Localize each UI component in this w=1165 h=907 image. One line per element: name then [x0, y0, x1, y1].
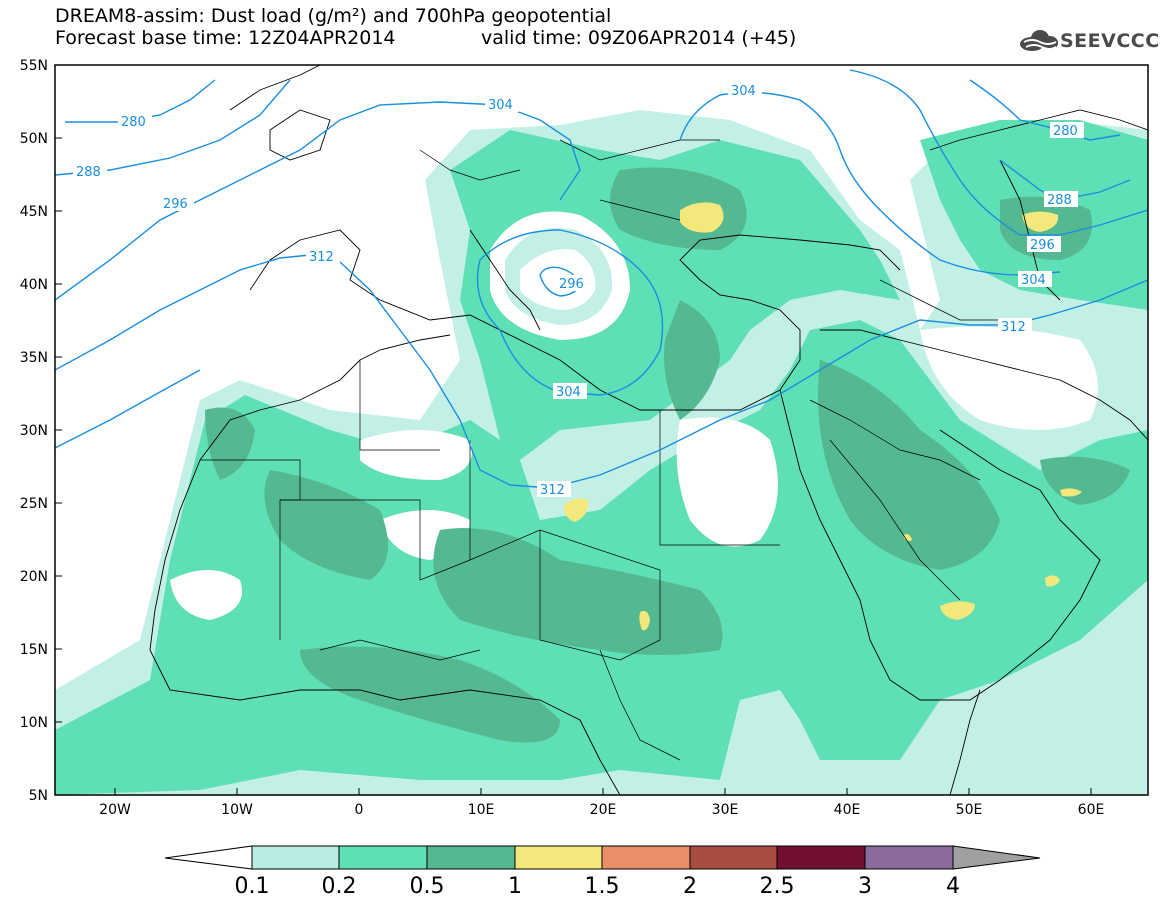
- contour-label: 304: [556, 385, 581, 400]
- colorbar-label: 1.5: [585, 874, 620, 899]
- contour-label: 296: [1030, 238, 1055, 253]
- contour-label: 312: [1001, 320, 1026, 335]
- lon-label: 10E: [468, 802, 495, 818]
- colorbar-bin: [689, 845, 778, 870]
- lat-ticks: [55, 64, 62, 796]
- colorbar-bin: [338, 845, 428, 870]
- lat-labels: 55N 50N 45N 40N 35N 30N 25N 20N 15N 10N …: [20, 58, 48, 804]
- lon-label: 20W: [99, 802, 131, 818]
- colorbar-label: 0.2: [322, 874, 357, 899]
- lat-label: 20N: [20, 569, 48, 585]
- lat-label: 40N: [20, 277, 48, 293]
- lat-label: 45N: [20, 204, 48, 220]
- lon-label: 40E: [834, 802, 861, 818]
- lat-label: 30N: [20, 423, 48, 439]
- contour-label: 304: [488, 98, 513, 113]
- lon-labels: 20W 10W 0 10E 20E 30E 40E 50E 60E: [99, 802, 1104, 818]
- lat-label: 35N: [20, 350, 48, 366]
- colorbar-label: 2.5: [760, 874, 795, 899]
- contour-label: 288: [1047, 193, 1072, 208]
- valid-time: valid time: 09Z06APR2014 (+45): [481, 27, 797, 49]
- contour-label: 296: [163, 197, 188, 212]
- colorbar: 0.1 0.2 0.5 1 1.5 2 2.5 3 4: [164, 845, 1041, 899]
- colorbar-bin: [426, 845, 516, 870]
- contour-label: 280: [1053, 124, 1078, 139]
- colorbar-label: 3: [858, 874, 872, 899]
- lon-label: 30E: [712, 802, 739, 818]
- colorbar-bin: [601, 845, 691, 870]
- lon-ticks: [114, 788, 1092, 795]
- country-borders: [200, 139, 1000, 761]
- colorbar-high-arrow: [952, 845, 1041, 870]
- lat-label: 50N: [20, 131, 48, 147]
- colorbar-bin: [864, 845, 954, 870]
- contour-label: 304: [731, 84, 756, 99]
- dust-shading: [55, 110, 1148, 795]
- colorbar-label: 0.5: [410, 874, 445, 899]
- contour-label: 288: [76, 165, 101, 180]
- lon-label: 10W: [221, 802, 253, 818]
- lat-label: 5N: [29, 788, 48, 804]
- colorbar-low-arrow: [164, 845, 253, 870]
- colorbar-bin: [514, 845, 603, 870]
- contour-labels: 280 288 296 304 312 304 312 296 304 280 …: [73, 82, 1084, 498]
- contour-label: 312: [309, 250, 334, 265]
- lat-label: 10N: [20, 715, 48, 731]
- lat-label: 25N: [20, 496, 48, 512]
- lat-label: 15N: [20, 642, 48, 658]
- lat-label: 55N: [20, 58, 48, 74]
- lon-label: 50E: [956, 802, 983, 818]
- forecast-base-time: Forecast base time: 12Z04APR2014: [55, 27, 396, 49]
- logo-text: SEEVCCC: [1060, 30, 1160, 52]
- seevccc-logo: [1020, 30, 1058, 51]
- colorbar-label: 4: [946, 874, 960, 899]
- colorbar-bin: [776, 845, 866, 870]
- contour-label: 304: [1021, 273, 1046, 288]
- colorbar-label: 0.1: [235, 874, 270, 899]
- lon-label: 0: [355, 802, 364, 818]
- map-title: DREAM8-assim: Dust load (g/m²) and 700hP…: [55, 5, 612, 27]
- contour-label: 280: [121, 115, 146, 130]
- contour-label: 296: [559, 277, 584, 292]
- colorbar-label: 2: [683, 874, 697, 899]
- lon-label: 60E: [1078, 802, 1105, 818]
- contour-label: 312: [540, 483, 565, 498]
- lon-label: 20E: [590, 802, 617, 818]
- colorbar-bin: [251, 845, 340, 870]
- colorbar-label: 1: [508, 874, 522, 899]
